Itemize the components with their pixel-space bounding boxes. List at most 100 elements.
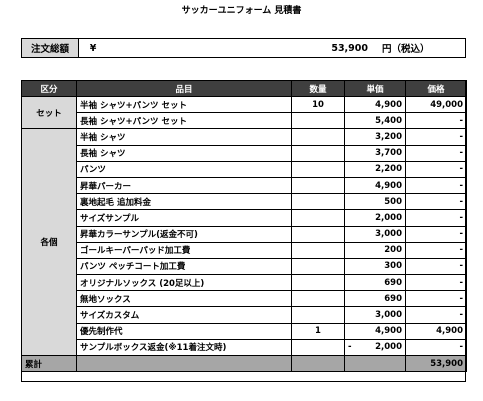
header-price: 価格 — [405, 80, 467, 97]
unit-price-cell: 3,700 — [344, 144, 406, 162]
table-row: パンツ 2,200- — [22, 160, 467, 178]
item-cell: サイズサンプル — [76, 209, 292, 227]
unit-price-cell: 4,900 — [344, 322, 406, 340]
unit-price-cell: 2,200 — [344, 160, 406, 178]
unit-price-cell: 4,900 — [344, 95, 406, 114]
qty-cell — [291, 112, 345, 130]
unit-price-cell: 2,000 — [344, 209, 406, 227]
item-cell: サイズカスタム — [76, 306, 292, 324]
header-unit-price: 単価 — [344, 80, 406, 97]
price-cell: - — [405, 160, 467, 178]
price-cell: 49,000 — [405, 95, 467, 114]
table-row: 昇華カラーサンプル(返金不可) 3,000- — [22, 225, 467, 243]
price-cell: - — [405, 241, 467, 259]
qty-cell: 10 — [291, 95, 345, 114]
table-row: オリジナルソックス (20足以上) 690- — [22, 274, 467, 292]
price-cell: - — [405, 128, 467, 146]
total-empty-cell — [76, 354, 292, 373]
unit-price-sign: - — [348, 342, 352, 353]
item-cell: パンツ ペッチコート加工費 — [76, 257, 292, 276]
item-cell: 半袖 シャツ — [76, 128, 292, 146]
unit-price-cell: 300 — [344, 257, 406, 276]
item-cell: 無地ソックス — [76, 290, 292, 308]
total-empty-cell — [291, 354, 345, 373]
price-cell: - — [405, 274, 467, 292]
table-row: 昇華パーカー 4,900- — [22, 176, 467, 195]
table-row: 無地ソックス 690- — [22, 290, 467, 308]
unit-price-cell: 3,000 — [344, 306, 406, 324]
price-cell: 4,900 — [405, 322, 467, 340]
table-row: 各個 半袖 シャツ 3,200- — [21, 128, 467, 356]
unit-price-cell: 500 — [344, 193, 406, 211]
unit-price-cell: 3,000 — [344, 225, 406, 243]
price-cell: - — [405, 193, 467, 211]
item-cell: 長袖 シャツ+パンツ セット — [76, 112, 292, 130]
table-header-row: 区分 品目 数量 単価 価格 — [21, 80, 467, 97]
table-row: セット 半袖 シャツ+パンツ セット 10 4,900 49,000 — [21, 95, 467, 130]
total-price-cell: 53,900 — [405, 354, 467, 373]
unit-price-cell: 5,400 — [344, 112, 406, 130]
item-cell: 半袖 シャツ+パンツ セット — [76, 95, 292, 114]
price-cell: - — [405, 257, 467, 276]
item-cell: 昇華カラーサンプル(返金不可) — [76, 225, 292, 243]
qty-cell — [291, 274, 345, 292]
item-cell: ゴールキーパーパッド加工費 — [76, 241, 292, 259]
table-row: 裏地起毛 追加料金 500- — [22, 193, 467, 211]
currency-symbol: ¥ — [89, 42, 97, 54]
total-empty-cell — [344, 354, 406, 373]
qty-cell — [291, 306, 345, 324]
qty-cell — [291, 193, 345, 211]
qty-cell — [291, 338, 345, 357]
total-label-cell: 累計 — [21, 354, 77, 373]
table-row: ゴールキーパーパッド加工費 200- — [22, 241, 467, 259]
item-cell: 昇華パーカー — [76, 176, 292, 195]
table-row: サンプルボックス返金(※11着注文時) -2,000- — [22, 338, 467, 357]
unit-price-value: 2,000 — [375, 342, 402, 353]
unit-price-cell: 690 — [344, 290, 406, 308]
price-cell: - — [405, 112, 467, 130]
qty-cell — [291, 257, 345, 276]
unit-price-cell: 200 — [344, 241, 406, 259]
header-item: 品目 — [76, 80, 292, 97]
item-cell: 裏地起毛 追加料金 — [76, 193, 292, 211]
table-row: サイズサンプル 2,000- — [22, 209, 467, 227]
document-title: サッカーユニフォーム 見積書 — [181, 6, 302, 16]
order-total-amount: 53,900 — [331, 42, 368, 54]
price-cell: - — [405, 290, 467, 308]
order-total-unit: 円（税込） — [382, 44, 430, 55]
item-cell: パンツ — [76, 160, 292, 178]
table-row: 長袖 シャツ 3,700- — [22, 144, 467, 162]
qty-cell — [291, 128, 345, 146]
category-cell: セット — [21, 95, 77, 130]
table-body: セット 半袖 シャツ+パンツ セット 10 4,900 49,000 長袖 シャツ+パンツ… — [21, 95, 467, 373]
item-cell: 優先制作代 — [76, 322, 292, 340]
table-row: サイズカスタム 3,000- — [22, 306, 467, 324]
item-cell: 長袖 シャツ — [76, 144, 292, 162]
item-cell: オリジナルソックス (20足以上) — [76, 274, 292, 292]
unit-price-cell: - 2,000 — [344, 338, 406, 357]
qty-cell — [291, 241, 345, 259]
quote-table: 区分 品目 数量 単価 価格 セット 半袖 シャツ+パンツ セット 10 4,900 4… — [21, 80, 467, 373]
price-cell: - — [405, 338, 467, 357]
category-cell: 各個 — [21, 128, 77, 356]
qty-cell: 1 — [291, 322, 345, 340]
price-cell: - — [405, 225, 467, 243]
header-category: 区分 — [21, 80, 77, 97]
unit-price-cell: 4,900 — [344, 176, 406, 195]
order-total-box: 注文総額 ¥ 53,900 円（税込） — [21, 38, 466, 58]
qty-cell — [291, 209, 345, 227]
unit-price-cell: 3,200 — [344, 128, 406, 146]
qty-cell — [291, 290, 345, 308]
qty-cell — [291, 144, 345, 162]
price-cell: - — [405, 306, 467, 324]
table-row: 長袖 シャツ+パンツ セット 5,400- — [22, 112, 467, 130]
qty-cell — [291, 176, 345, 195]
unit-price-cell: 690 — [344, 274, 406, 292]
order-total-label: 注文総額 — [22, 39, 79, 57]
qty-cell — [291, 160, 345, 178]
price-cell: - — [405, 176, 467, 195]
qty-cell — [291, 225, 345, 243]
total-row: 累計 53,900 — [21, 354, 467, 373]
item-cell: サンプルボックス返金(※11着注文時) — [76, 338, 292, 357]
table-row: パンツ ペッチコート加工費 300- — [22, 257, 467, 276]
